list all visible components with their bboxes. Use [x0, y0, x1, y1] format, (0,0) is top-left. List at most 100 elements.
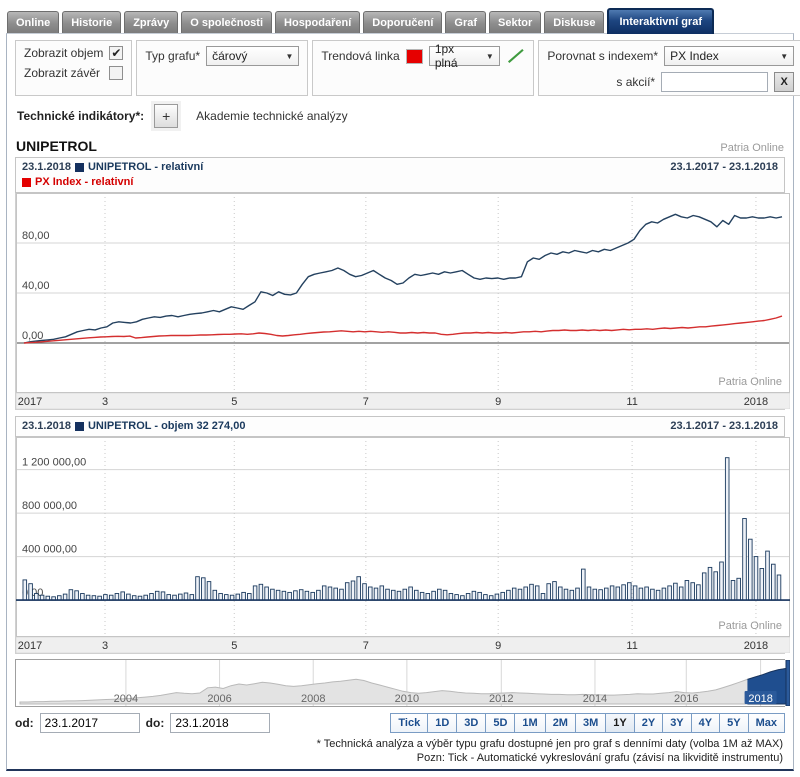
tab-historie[interactable]: Historie: [62, 11, 122, 33]
svg-text:7: 7: [363, 640, 369, 652]
volume-series-swatch-icon: [74, 422, 84, 431]
svg-text:0,00: 0,00: [22, 330, 43, 342]
tab-diskuse[interactable]: Diskuse: [544, 11, 605, 33]
compare-index-value: PX Index: [670, 49, 719, 63]
volume-chart-legend: 23.1.2018 UNIPETROL - objem 32 274,00 23…: [15, 416, 785, 437]
range-button-1m[interactable]: 1M: [514, 713, 546, 733]
navigator-svg: 2004 2006 2008 2010 2012 2014 2016 2018: [16, 660, 790, 706]
show-volume-checkbox[interactable]: ✔: [109, 46, 124, 60]
range-button-2y[interactable]: 2Y: [633, 713, 664, 733]
svg-text:2018: 2018: [744, 640, 768, 652]
range-button-5d[interactable]: 5D: [485, 713, 516, 733]
trend-line-icon[interactable]: [506, 46, 526, 66]
price-chart[interactable]: Patria Online 0,00 40,00 80,00 2017 3 5 7 9 11 201…: [15, 193, 790, 410]
trend-line-group: Trendová linka 1px plná ▼: [312, 40, 535, 96]
compare-stock-input[interactable]: [661, 72, 769, 92]
range-button-3d[interactable]: 3D: [456, 713, 487, 733]
show-volume-label: Zobrazit objem: [24, 46, 104, 60]
svg-text:400 000,00: 400 000,00: [22, 544, 77, 556]
tab-o-spole-nosti[interactable]: O společnosti: [181, 11, 273, 33]
svg-text:2018: 2018: [744, 396, 768, 408]
range-button-max[interactable]: Max: [747, 713, 785, 733]
price-series2-label: PX Index - relativní: [35, 176, 134, 188]
px-index-series-swatch-icon: [22, 178, 31, 187]
trend-width-dropdown[interactable]: 1px plná ▼: [428, 42, 500, 70]
display-options-group: Zobrazit objem ✔ Zobrazit závěr: [15, 40, 133, 96]
price-range-label: 23.1.2017 - 23.1.2018: [670, 161, 778, 173]
svg-text:5: 5: [231, 640, 237, 652]
range-navigator[interactable]: 2004 2006 2008 2010 2012 2014 2016 2018: [15, 659, 790, 707]
footnotes: * Technická analýza a výběr typu grafu d…: [15, 737, 785, 765]
svg-text:40,00: 40,00: [22, 280, 50, 292]
tab-interaktivn-graf[interactable]: Interaktivní graf: [607, 8, 714, 34]
to-date-input[interactable]: [170, 713, 271, 733]
compare-group: Porovnat s indexem* PX Index ▼ s akcií* …: [538, 40, 800, 96]
svg-text:2010: 2010: [395, 693, 419, 705]
price-series1-label: UNIPETROL - relativní: [87, 161, 204, 173]
tab-graf[interactable]: Graf: [445, 11, 487, 33]
tab-doporu-en-[interactable]: Doporučení: [363, 11, 443, 33]
svg-text:2014: 2014: [583, 693, 607, 705]
svg-text:2008: 2008: [301, 693, 325, 705]
trend-line-label: Trendová linka: [321, 49, 400, 63]
svg-text:2012: 2012: [489, 693, 513, 705]
trend-color-swatch[interactable]: [405, 48, 423, 64]
clear-stock-button[interactable]: X: [774, 72, 795, 92]
chevron-down-icon: ▼: [485, 51, 494, 61]
unipetrol-series-swatch-icon: [74, 163, 84, 172]
brand-watermark: Patria Online: [720, 142, 784, 154]
svg-text:2017: 2017: [18, 640, 42, 652]
chart-type-dropdown[interactable]: čárový ▼: [206, 46, 300, 66]
trend-width-value: 1px plná: [434, 42, 458, 70]
tab-sektor[interactable]: Sektor: [489, 11, 542, 33]
range-button-tick[interactable]: Tick: [390, 713, 429, 733]
range-button-3y[interactable]: 3Y: [662, 713, 692, 733]
from-date-input[interactable]: [39, 713, 140, 733]
compare-stock-label: s akcií*: [616, 75, 656, 89]
footnote-technical: * Technická analýza a výběr typu grafu d…: [316, 738, 783, 750]
svg-text:Patria Online: Patria Online: [718, 620, 782, 632]
volume-legend-date: 23.1.2018: [22, 420, 71, 432]
range-button-2m[interactable]: 2M: [544, 713, 576, 733]
chart-controls: Zobrazit objem ✔ Zobrazit závěr Typ graf…: [15, 40, 800, 96]
chart-type-value: čárový: [212, 49, 248, 63]
chart-svg: Patria Online 0,00 40,00 80,00 2017 3 5 7 9 11 201…: [16, 193, 790, 409]
technical-indicators-label: Technické indikátory*:: [17, 109, 145, 123]
svg-text:9: 9: [495, 640, 501, 652]
range-button-1y[interactable]: 1Y: [605, 713, 635, 733]
svg-text:9: 9: [495, 396, 501, 408]
footnote-tick: Pozn: Tick - Automatické vykreslování gr…: [416, 752, 783, 764]
svg-text:2017: 2017: [18, 396, 42, 408]
tab-online[interactable]: Online: [7, 11, 60, 33]
compare-index-dropdown[interactable]: PX Index ▼: [664, 46, 795, 66]
chart-type-label: Typ grafu*: [145, 49, 201, 63]
svg-text:7: 7: [363, 396, 369, 408]
svg-text:800 000,00: 800 000,00: [22, 500, 77, 512]
show-close-label: Zobrazit závěr: [24, 66, 101, 80]
interactive-chart-panel: Zobrazit objem ✔ Zobrazit závěr Typ graf…: [6, 33, 800, 771]
range-button-1d[interactable]: 1D: [427, 713, 458, 733]
academy-link[interactable]: Akademie technické analýzy: [196, 109, 348, 123]
add-indicator-button[interactable]: +: [154, 104, 179, 128]
range-button-4y[interactable]: 4Y: [690, 713, 721, 733]
compare-index-label: Porovnat s indexem*: [547, 49, 659, 63]
show-close-checkbox[interactable]: [109, 66, 124, 80]
range-button-5y[interactable]: 5Y: [719, 713, 749, 733]
to-label: do:: [145, 716, 165, 730]
svg-text:3: 3: [102, 396, 108, 408]
volume-series-label: UNIPETROL - objem 32 274,00: [87, 420, 246, 432]
date-range-inputs: od: do:: [15, 713, 271, 733]
range-button-3m[interactable]: 3M: [574, 713, 607, 733]
chevron-down-icon: ▼: [780, 51, 789, 61]
svg-text:11: 11: [626, 396, 637, 408]
svg-text:80,00: 80,00: [22, 230, 50, 242]
tab-hospoda-en-[interactable]: Hospodaření: [275, 11, 361, 33]
chart-title-row: UNIPETROL Patria Online: [16, 138, 784, 154]
price-legend-date: 23.1.2018: [22, 161, 71, 173]
volume-range-label: 23.1.2017 - 23.1.2018: [670, 420, 778, 432]
tab-zpr-vy[interactable]: Zprávy: [124, 11, 179, 33]
svg-text:1 200 000,00: 1 200 000,00: [22, 457, 86, 469]
instrument-title: UNIPETROL: [16, 138, 97, 154]
